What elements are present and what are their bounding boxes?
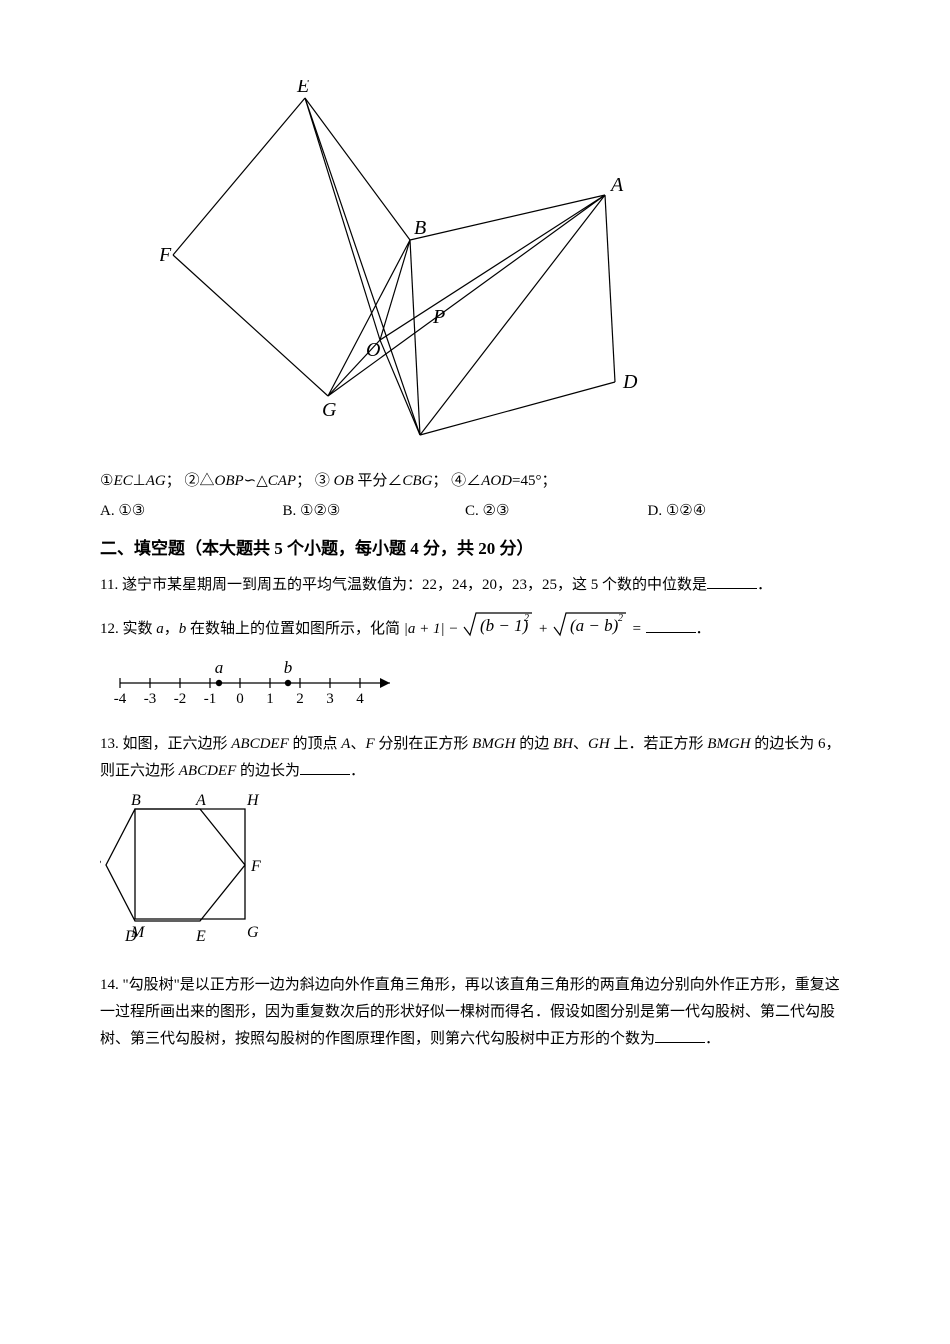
svg-text:P: P [432, 306, 445, 328]
question-12: 12. 实数 a，b 在数轴上的位置如图所示，化简 |a + 1| − (b −… [100, 609, 850, 643]
svg-text:(a − b): (a − b) [570, 616, 619, 635]
svg-text:A: A [609, 174, 624, 196]
svg-text:-2: -2 [174, 691, 187, 707]
hexagon-svg: BHACFMGDE [100, 793, 280, 953]
q14-text: 14. "勾股树"是以正方形一边为斜边向外作直角三角形，再以该直角三角形的两直角… [100, 977, 840, 1047]
svg-text:2: 2 [524, 613, 529, 624]
numberline-svg: -4 -3 -2 -1 0 1 2 3 4 a b [100, 653, 410, 713]
svg-text:2: 2 [618, 613, 623, 624]
svg-text:D: D [622, 371, 638, 393]
question-11: 11. 遂宁市某星期周一到周五的平均气温数值为：22，24，20，23，25，这… [100, 572, 850, 599]
hexagon-figure: BHACFMGDE [100, 793, 850, 962]
svg-text:(b − 1): (b − 1) [480, 616, 529, 635]
svg-text:1: 1 [266, 691, 274, 707]
q13-blank [300, 761, 350, 775]
statement-line: ①EC⊥AG； ②△OBP∽△CAP； ③ OB 平分∠CBG； ④∠AOD=4… [100, 469, 850, 493]
q13-text: 13. 如图，正六边形 ABCDEF 的顶点 A、F 分别在正方形 BMGH 的… [100, 736, 841, 779]
options-row: A. ①③ B. ①②③ C. ②③ D. ①②④ [100, 499, 850, 523]
svg-text:C: C [100, 858, 101, 875]
q14-blank [655, 1029, 705, 1043]
svg-text:F: F [160, 244, 172, 266]
svg-text:C: C [416, 436, 430, 440]
option-a: A. ①③ [100, 499, 283, 523]
sqrt-2: (a − b) 2 [552, 609, 628, 639]
q11-text: 11. 遂宁市某星期周一到周五的平均气温数值为：22，24，20，23，25，这… [100, 577, 707, 593]
stmt-1: ①EC⊥AG； [100, 473, 181, 489]
option-d: D. ①②④ [648, 499, 831, 523]
svg-text:0: 0 [236, 691, 244, 707]
q12-period: ． [696, 621, 711, 637]
stmt-2: ②△OBP∽△CAP； [184, 473, 311, 489]
q11-blank [707, 575, 757, 589]
svg-text:E: E [195, 928, 206, 945]
q13-period: ． [350, 763, 365, 779]
svg-text:4: 4 [356, 691, 364, 707]
stmt-4: ④∠AOD=45°； [451, 473, 556, 489]
svg-text:-4: -4 [114, 691, 127, 707]
q12-expr: |a + 1| − (b − 1) 2 + (a − b) 2 = [404, 621, 646, 637]
numberline-figure: -4 -3 -2 -1 0 1 2 3 4 a b [100, 653, 850, 722]
q12-prefix: 12. 实数 [100, 621, 156, 637]
svg-text:2: 2 [296, 691, 304, 707]
stmt-3: ③ OB 平分∠CBG； [315, 473, 448, 489]
q12-blank [646, 619, 696, 633]
section-2-title: 二、填空题（本大题共 5 个小题，每小题 4 分，共 20 分） [100, 535, 850, 562]
svg-text:O: O [366, 339, 380, 361]
svg-text:a: a [215, 658, 224, 677]
option-b: B. ①②③ [283, 499, 466, 523]
main-figure-svg: E F G O B P A C D [160, 80, 640, 440]
option-c: C. ②③ [465, 499, 648, 523]
svg-text:-1: -1 [204, 691, 217, 707]
svg-text:-3: -3 [144, 691, 157, 707]
sqrt-1: (b − 1) 2 [462, 609, 534, 639]
svg-text:F: F [250, 858, 261, 875]
svg-text:A: A [195, 793, 206, 809]
geometric-figure-main: E F G O B P A C D [160, 80, 850, 449]
question-14: 14. "勾股树"是以正方形一边为斜边向外作直角三角形，再以该直角三角形的两直角… [100, 972, 850, 1053]
q14-period: ． [705, 1031, 720, 1047]
svg-text:G: G [322, 399, 337, 421]
svg-text:b: b [284, 658, 293, 677]
svg-text:B: B [414, 217, 426, 239]
svg-text:G: G [247, 924, 259, 941]
q11-period: ． [757, 577, 772, 593]
q12-mid2: 在数轴上的位置如图所示，化简 [186, 621, 400, 637]
svg-text:B: B [131, 793, 141, 809]
svg-text:3: 3 [326, 691, 334, 707]
svg-text:H: H [246, 793, 260, 809]
q12-var-a: a [156, 621, 164, 637]
q12-mid1: ， [164, 621, 179, 637]
svg-text:E: E [296, 80, 309, 97]
question-13: 13. 如图，正六边形 ABCDEF 的顶点 A、F 分别在正方形 BMGH 的… [100, 731, 850, 785]
svg-text:D: D [124, 928, 137, 945]
